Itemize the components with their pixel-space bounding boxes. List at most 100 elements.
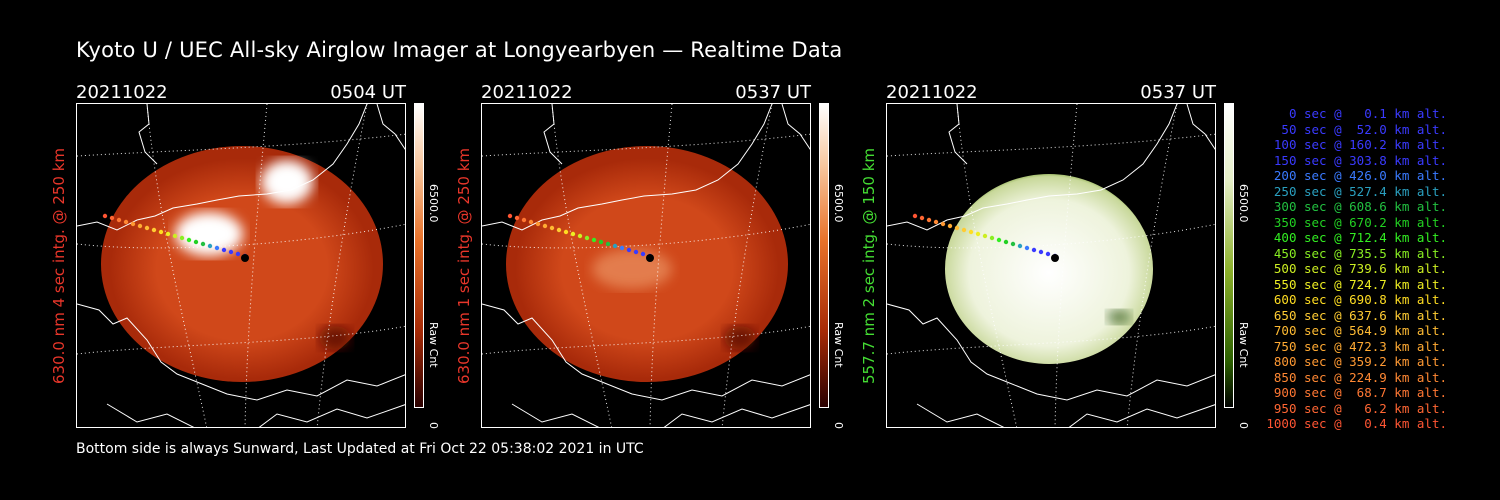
legend-row: 200 sec @ 426.0 km alt. [1266, 168, 1447, 183]
trajectory-point [619, 245, 625, 251]
station-marker [241, 254, 249, 262]
legend-row: 450 sec @ 735.5 km alt. [1266, 245, 1447, 261]
trajectory-point [640, 251, 646, 257]
coast-segment [482, 303, 810, 401]
coast-segment [887, 104, 1178, 231]
coast-segment [663, 404, 810, 427]
rocket-trajectory [102, 213, 249, 262]
trajectory-point [968, 229, 974, 235]
allsky-panel-3: 20211022 0537 UT 557.7 nm 2 sec intg. @ … [860, 82, 1256, 432]
trajectory-point [549, 225, 555, 231]
legend-row: 150 sec @ 303.8 km alt. [1266, 152, 1447, 168]
trajectory-point [1003, 239, 1009, 245]
trajectory-point [221, 247, 227, 253]
page-title: Kyoto U / UEC All-sky Airglow Imager at … [76, 38, 843, 62]
trajectory-point [193, 239, 199, 245]
trajectory-point [954, 225, 960, 231]
trajectory-point [605, 241, 611, 247]
trajectory-point [556, 227, 562, 233]
colorbar-max-label: 6500.0 [1237, 184, 1250, 223]
coast-segment [258, 404, 405, 427]
trajectory-point [570, 231, 576, 237]
grid-line [77, 133, 405, 157]
trajectory-point [1010, 241, 1016, 247]
trajectory-point [116, 217, 122, 223]
panel-ylabel: 630.0 nm 4 sec intg. @ 250 km [50, 147, 68, 384]
legend-row: 300 sec @ 608.6 km alt. [1266, 199, 1447, 214]
coast-segment [511, 403, 600, 427]
grid-line [649, 104, 673, 427]
trajectory-point [514, 215, 520, 221]
coastline [482, 104, 810, 427]
colorbar-min-label: 0 [1237, 422, 1250, 429]
coast-segment [543, 104, 563, 165]
coast-segment [77, 303, 405, 401]
coast-segment [1068, 404, 1215, 427]
panel-ylabel: 630.0 nm 1 sec intg. @ 250 km [455, 147, 473, 384]
panel-time: 0504 UT [330, 82, 406, 103]
colorbar [414, 103, 424, 408]
aurora-spot [592, 249, 672, 289]
trajectory-point [598, 239, 604, 245]
colorbar [1224, 103, 1234, 408]
trajectory-point [102, 213, 108, 219]
trajectory-point [919, 215, 925, 221]
grid-line [956, 104, 1018, 427]
grid-line [1054, 104, 1078, 427]
panel-date: 20211022 [886, 82, 978, 103]
trajectory-point [612, 243, 618, 249]
trajectory-point [563, 229, 569, 235]
trajectory-point [165, 231, 171, 237]
trajectory-point [591, 237, 597, 243]
trajectory-point [933, 219, 939, 225]
trajectory-point [626, 247, 632, 253]
panel-time: 0537 UT [1140, 82, 1216, 103]
coast-segment [77, 104, 368, 231]
latlon-grid [77, 104, 405, 427]
legend-row: 850 sec @ 224.9 km alt. [1266, 369, 1447, 385]
trajectory-point [130, 221, 136, 227]
rocket-trajectory [507, 213, 654, 262]
allsky-svg [77, 104, 405, 427]
allsky-image [481, 103, 811, 428]
coast-segment [916, 403, 1005, 427]
trajectory-point [1024, 245, 1030, 251]
legend-row: 100 sec @ 160.2 km alt. [1266, 137, 1447, 152]
grid-line [244, 104, 268, 427]
allsky-disc [101, 146, 383, 382]
trajectory-point [542, 223, 548, 229]
coast-segment [106, 403, 195, 427]
trajectory-point [507, 213, 513, 219]
legend-row: 950 sec @ 6.2 km alt. [1266, 400, 1447, 416]
legend-row: 550 sec @ 724.7 km alt. [1266, 276, 1447, 292]
allsky-image [76, 103, 406, 428]
legend-row: 250 sec @ 527.4 km alt. [1266, 183, 1447, 199]
legend-row: 650 sec @ 637.6 km alt. [1266, 307, 1447, 323]
legend-row: 700 sec @ 564.9 km alt. [1266, 323, 1447, 338]
trajectory-legend: 0 sec @ 0.1 km alt. 50 sec @ 52.0 km alt… [1262, 106, 1447, 432]
coast-segment [482, 104, 773, 231]
panel-date: 20211022 [76, 82, 168, 103]
footer-status: Bottom side is always Sunward, Last Upda… [76, 441, 644, 457]
grid-line [551, 104, 613, 427]
coastline [77, 104, 405, 427]
aurora-spot [261, 160, 313, 204]
trajectory-point [207, 243, 213, 249]
grid-line [482, 133, 810, 157]
trajectory-point [989, 235, 995, 241]
trajectory-point [151, 227, 157, 233]
colorbar-min-label: 0 [427, 422, 440, 429]
legend-row: 750 sec @ 472.3 km alt. [1266, 338, 1447, 354]
colorbar-unit-label: Raw Cnt [427, 322, 440, 368]
colorbar-min-label: 0 [832, 422, 845, 429]
panel-date: 20211022 [481, 82, 573, 103]
coast-segment [376, 104, 405, 150]
latlon-grid [887, 104, 1215, 427]
coast-segment [781, 104, 810, 150]
allsky-disc [945, 174, 1153, 364]
colorbar-max-label: 6500.0 [832, 184, 845, 223]
trajectory-point [521, 217, 527, 223]
trajectory-point [975, 231, 981, 237]
grid-line [887, 133, 1215, 157]
allsky-svg [887, 104, 1215, 427]
